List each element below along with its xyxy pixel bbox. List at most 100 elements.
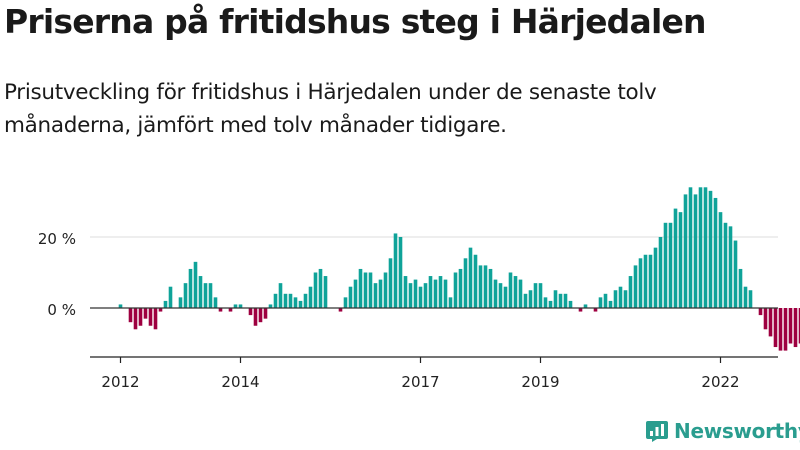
bar bbox=[698, 187, 703, 308]
brand: Newsworthy bbox=[645, 419, 800, 443]
bar bbox=[543, 297, 548, 308]
bar bbox=[383, 272, 388, 308]
bar bbox=[288, 293, 293, 308]
bar bbox=[278, 283, 283, 308]
bar bbox=[713, 197, 718, 308]
bar bbox=[158, 308, 163, 312]
bar bbox=[743, 286, 748, 308]
bar bbox=[153, 308, 158, 330]
bar bbox=[733, 240, 738, 308]
bar bbox=[668, 222, 673, 308]
bar bbox=[633, 265, 638, 308]
bar bbox=[563, 293, 568, 308]
bar bbox=[413, 279, 418, 308]
bar bbox=[423, 283, 428, 308]
bar bbox=[728, 226, 733, 308]
x-tick-label: 2012 bbox=[101, 373, 139, 391]
bar bbox=[773, 308, 778, 348]
bar bbox=[653, 247, 658, 308]
bar bbox=[128, 308, 133, 323]
bar bbox=[248, 308, 253, 316]
bar bbox=[703, 187, 708, 308]
bar bbox=[498, 283, 503, 308]
bar bbox=[738, 268, 743, 308]
bar bbox=[163, 300, 168, 308]
bar bbox=[548, 300, 553, 308]
bar bbox=[538, 283, 543, 308]
page-title: Priserna på fritidshus steg i Härjedalen bbox=[4, 2, 707, 41]
bar bbox=[798, 308, 800, 344]
bar bbox=[228, 308, 233, 312]
bar bbox=[233, 304, 238, 308]
bar bbox=[293, 297, 298, 308]
bar bbox=[363, 272, 368, 308]
x-tick-label: 2017 bbox=[401, 373, 439, 391]
bar bbox=[118, 304, 123, 308]
bar bbox=[283, 293, 288, 308]
bar bbox=[468, 247, 473, 308]
bar bbox=[518, 279, 523, 308]
bar bbox=[553, 290, 558, 308]
bar bbox=[643, 254, 648, 308]
bar bbox=[338, 308, 343, 312]
bar bbox=[143, 308, 148, 319]
bar bbox=[568, 300, 573, 308]
bar bbox=[608, 300, 613, 308]
bar bbox=[433, 279, 438, 308]
bar bbox=[348, 286, 353, 308]
bar bbox=[303, 293, 308, 308]
bar bbox=[663, 222, 668, 308]
bar bbox=[598, 297, 603, 308]
bar bbox=[138, 308, 143, 326]
bar bbox=[313, 272, 318, 308]
bar bbox=[188, 268, 193, 308]
bar bbox=[463, 258, 468, 308]
brand-name: Newsworthy bbox=[674, 419, 800, 443]
bar bbox=[258, 308, 263, 323]
bar bbox=[253, 308, 258, 326]
bar bbox=[483, 265, 488, 308]
bar bbox=[768, 308, 773, 337]
bar bbox=[628, 276, 633, 308]
bar bbox=[308, 286, 313, 308]
bar bbox=[658, 237, 663, 308]
bar bbox=[533, 283, 538, 308]
x-tick-label: 2019 bbox=[521, 373, 559, 391]
bar bbox=[618, 286, 623, 308]
bar bbox=[688, 187, 693, 308]
bar bbox=[393, 233, 398, 308]
bar bbox=[613, 290, 618, 308]
bar bbox=[318, 268, 323, 308]
x-tick-label: 2022 bbox=[701, 373, 739, 391]
bar bbox=[528, 290, 533, 308]
bar bbox=[783, 308, 788, 351]
bar bbox=[353, 279, 358, 308]
bar bbox=[478, 265, 483, 308]
bar bbox=[203, 283, 208, 308]
bar bbox=[168, 286, 173, 308]
bar bbox=[408, 283, 413, 308]
bar bbox=[623, 290, 628, 308]
bar bbox=[133, 308, 138, 330]
y-tick-label: 0 % bbox=[47, 301, 76, 319]
bar bbox=[603, 293, 608, 308]
bar bbox=[503, 286, 508, 308]
bar bbox=[693, 194, 698, 308]
bar bbox=[193, 261, 198, 308]
bar bbox=[373, 283, 378, 308]
bar bbox=[398, 237, 403, 308]
bar bbox=[343, 297, 348, 308]
bar bbox=[428, 276, 433, 308]
bar bbox=[748, 290, 753, 308]
bar bbox=[648, 254, 653, 308]
bar bbox=[443, 279, 448, 308]
bar bbox=[448, 297, 453, 308]
bar bbox=[793, 308, 798, 348]
y-tick-label: 20 % bbox=[38, 230, 76, 248]
bar bbox=[378, 279, 383, 308]
bar bbox=[403, 276, 408, 308]
bar bbox=[358, 268, 363, 308]
bar bbox=[298, 300, 303, 308]
bar bbox=[583, 304, 588, 308]
